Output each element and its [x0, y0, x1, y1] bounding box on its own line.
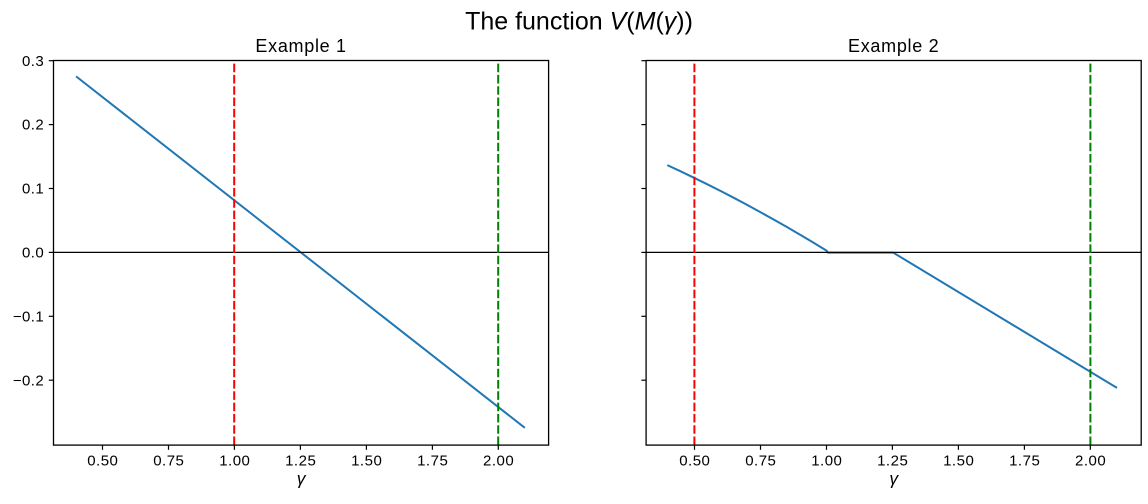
svg-text:1.50: 1.50 [943, 453, 974, 470]
svg-text:0.3: 0.3 [22, 53, 44, 70]
svg-text:1.00: 1.00 [811, 453, 842, 470]
svg-text:0.75: 0.75 [153, 453, 184, 470]
svg-text:−0.2: −0.2 [13, 372, 44, 389]
svg-text:0.1: 0.1 [22, 181, 44, 198]
svg-text:The function V(M(γ)): The function V(M(γ)) [465, 7, 693, 35]
svg-text:0.75: 0.75 [745, 453, 776, 470]
svg-text:0.50: 0.50 [87, 453, 118, 470]
svg-text:0.2: 0.2 [22, 117, 44, 134]
svg-text:Example 2: Example 2 [848, 36, 939, 56]
svg-text:−0.1: −0.1 [13, 308, 44, 325]
svg-text:1.75: 1.75 [1009, 453, 1040, 470]
svg-text:γ: γ [889, 469, 899, 489]
svg-text:2.00: 2.00 [483, 453, 514, 470]
svg-text:γ: γ [297, 469, 307, 489]
svg-text:1.25: 1.25 [285, 453, 316, 470]
svg-text:1.50: 1.50 [351, 453, 382, 470]
svg-text:0.0: 0.0 [22, 245, 44, 262]
svg-text:Example 1: Example 1 [255, 36, 346, 56]
svg-text:2.00: 2.00 [1075, 453, 1106, 470]
svg-text:0.50: 0.50 [679, 453, 710, 470]
svg-text:1.75: 1.75 [417, 453, 448, 470]
svg-text:1.25: 1.25 [877, 453, 908, 470]
svg-text:1.00: 1.00 [219, 453, 250, 470]
